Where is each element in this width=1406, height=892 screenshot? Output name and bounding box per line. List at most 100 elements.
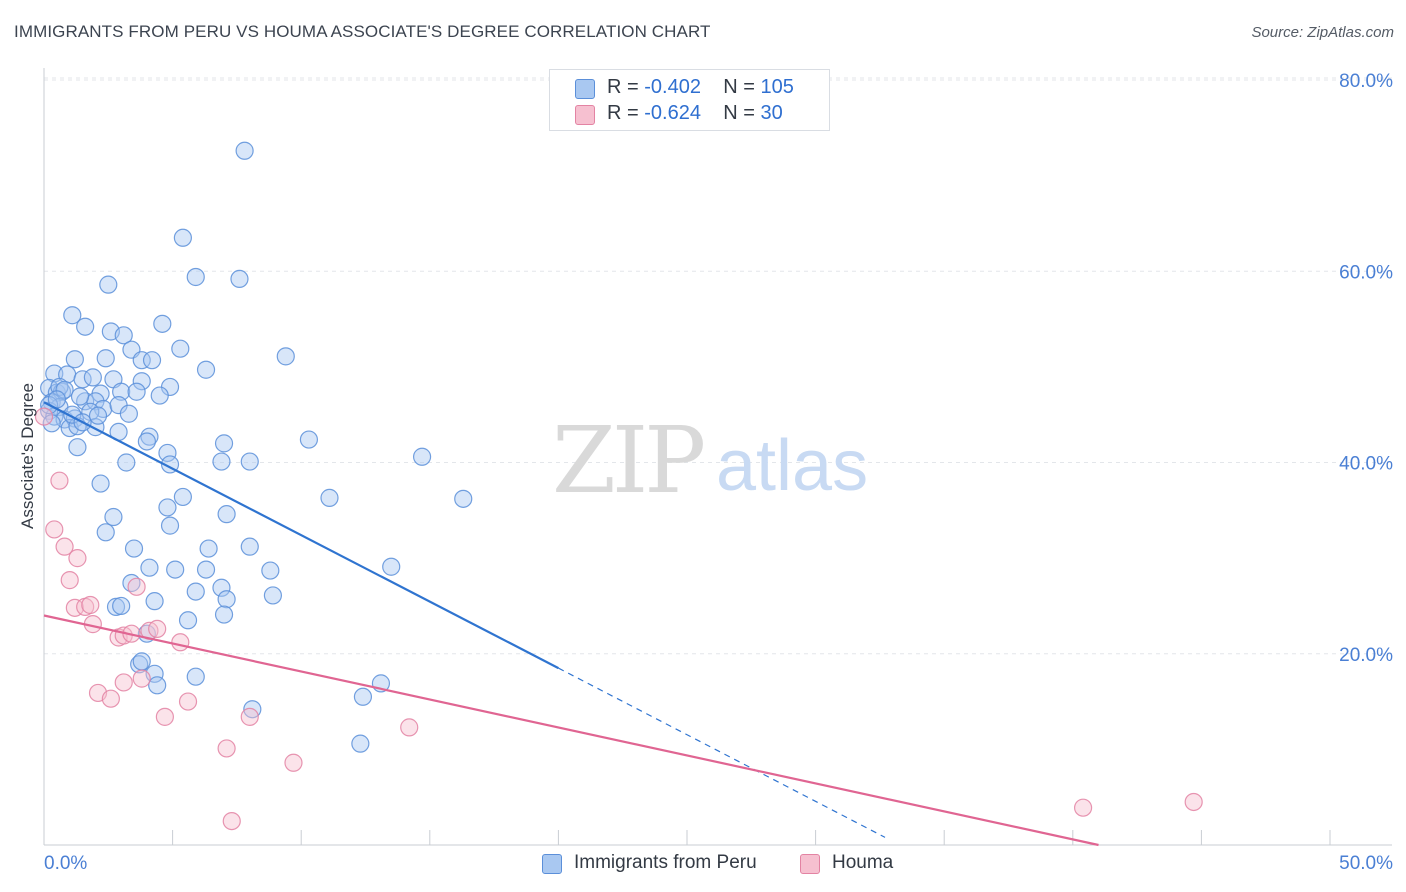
peru-point	[235, 141, 254, 160]
peru-point	[186, 667, 205, 686]
houma-point	[114, 673, 133, 692]
legend-swatch-peru	[575, 79, 595, 99]
stats-legend: R = -0.402 N = 105 R = -0.624 N = 30	[549, 69, 830, 131]
houma-point	[148, 619, 167, 638]
peru-point	[196, 360, 216, 379]
peru-point	[212, 578, 231, 597]
peru-point	[240, 452, 259, 471]
peru-point	[112, 382, 131, 401]
y-tick-label: 60.0%	[1339, 262, 1393, 283]
peru-point	[132, 652, 151, 671]
peru-point	[186, 267, 205, 287]
points-layer	[34, 141, 1203, 831]
peru-point	[160, 516, 180, 535]
houma-point	[1073, 798, 1093, 817]
peru-point	[137, 432, 156, 451]
peru-point	[106, 597, 126, 616]
axis-layer: 20.0% 40.0% 60.0% 80.0% 0.0% 50.0%	[43, 68, 1393, 874]
y-tick-label: 40.0%	[1339, 454, 1393, 475]
peru-point	[158, 443, 177, 463]
houma-trend-line	[43, 614, 1099, 847]
watermark: ZIP atlas	[552, 407, 868, 514]
bottom-legend-label-houma: Houma	[832, 852, 894, 873]
peru-point	[173, 228, 192, 247]
peru-point	[45, 364, 64, 383]
peru-point	[217, 505, 236, 524]
peru-point	[212, 452, 231, 471]
peru-point	[158, 498, 177, 517]
peru-point	[153, 314, 172, 333]
x-tick-label: 0.0%	[44, 853, 87, 874]
peru-point	[299, 430, 319, 449]
houma-point	[45, 520, 64, 539]
peru-point	[240, 537, 259, 556]
peru-point	[142, 351, 162, 370]
peru-point	[166, 560, 185, 579]
peru-point	[124, 539, 144, 558]
trend-layer	[43, 401, 1099, 847]
houma-point	[400, 718, 419, 737]
houma-point	[155, 707, 174, 726]
peru-point	[320, 488, 339, 507]
legend-row-peru: R = -0.402 N = 105	[550, 75, 829, 101]
peru-point	[382, 557, 401, 576]
peru-point	[214, 434, 234, 453]
houma-point	[60, 571, 79, 590]
houma-point	[171, 633, 190, 652]
peru-point	[91, 474, 110, 493]
houma-point	[50, 471, 69, 490]
peru-point	[140, 558, 159, 577]
houma-point	[81, 595, 100, 615]
peru-point	[276, 347, 295, 366]
houma-point	[68, 549, 87, 568]
peru-point	[88, 406, 108, 425]
peru-point	[454, 489, 473, 508]
houma-point	[101, 689, 120, 708]
peru-point	[96, 349, 115, 368]
houma-point	[55, 537, 74, 556]
houma-point	[240, 707, 259, 726]
peru-point	[65, 350, 84, 369]
bottom-legend-swatch-peru	[542, 854, 562, 874]
legend-row-houma: R = -0.624 N = 30	[550, 101, 829, 127]
peru-point	[127, 382, 146, 401]
peru-point	[83, 368, 102, 387]
peru-point	[186, 582, 205, 601]
peru-point	[117, 453, 136, 472]
peru-point	[351, 734, 370, 753]
x-tick-label: 50.0%	[1339, 853, 1393, 874]
bottom-legend-swatch-houma	[800, 854, 820, 874]
houma-point	[132, 669, 151, 688]
chart-title: IMMIGRANTS FROM PERU VS HOUMA ASSOCIATE'…	[14, 22, 711, 41]
peru-point	[214, 605, 234, 624]
houma-point	[178, 692, 198, 711]
peru-point	[217, 590, 236, 609]
source-label: Source: ZipAtlas.com	[1251, 24, 1394, 41]
houma-point	[284, 753, 303, 772]
peru-point	[114, 326, 133, 345]
peru-point	[63, 306, 82, 325]
houma-point	[217, 739, 236, 758]
legend-text-houma: R = -0.624 N = 30	[607, 102, 783, 124]
peru-point	[99, 275, 118, 294]
watermark-zip: ZIP	[552, 407, 703, 514]
peru-point	[55, 380, 74, 399]
watermark-atlas: atlas	[716, 426, 868, 506]
peru-point	[132, 351, 151, 370]
houma-point	[34, 407, 54, 426]
y-tick-label: 20.0%	[1339, 645, 1393, 666]
legend-swatch-houma	[575, 105, 595, 125]
peru-point	[150, 386, 169, 405]
peru-point	[412, 447, 432, 466]
peru-point	[230, 269, 249, 288]
houma-point	[222, 811, 241, 831]
peru-point	[196, 560, 216, 579]
peru-point	[140, 427, 159, 446]
houma-point	[127, 577, 146, 596]
peru-point	[119, 404, 138, 423]
peru-point	[104, 507, 123, 527]
peru-point	[76, 317, 95, 336]
peru-point	[148, 676, 167, 695]
grid-layer	[44, 77, 1392, 655]
